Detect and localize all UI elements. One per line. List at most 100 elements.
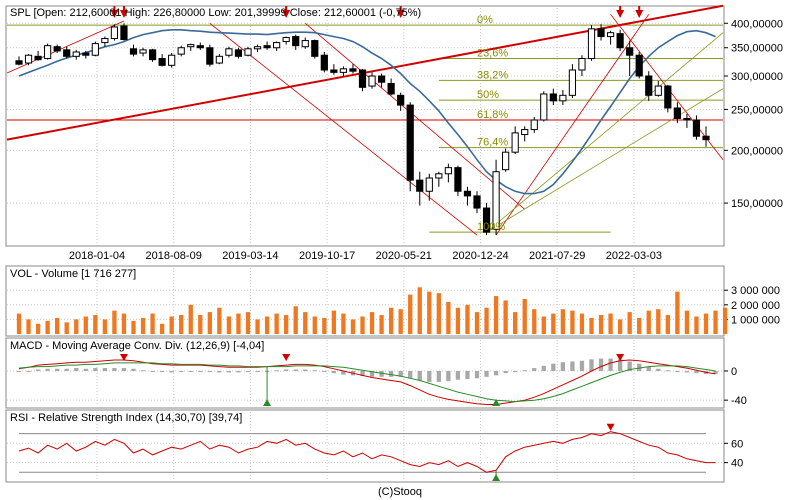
volume-bar bbox=[121, 313, 127, 334]
candle-body bbox=[692, 119, 701, 137]
volume-bar bbox=[140, 317, 146, 334]
volume-bar bbox=[560, 309, 566, 334]
volume-bar bbox=[16, 313, 22, 334]
volume-bar bbox=[637, 317, 642, 334]
macd-histogram-bar bbox=[35, 369, 41, 371]
candle-body bbox=[244, 48, 252, 56]
trend-channel-line bbox=[495, 14, 650, 236]
macd-histogram-bar bbox=[684, 370, 690, 373]
macd-histogram-bar bbox=[503, 370, 508, 374]
fibonacci-level-label: 76,4% bbox=[477, 137, 508, 149]
volume-bar bbox=[474, 312, 480, 334]
candle-body bbox=[492, 171, 500, 230]
volume-bar bbox=[513, 312, 518, 334]
volume-bar bbox=[455, 307, 461, 334]
candle-body bbox=[377, 75, 386, 83]
macd-buy-arrow bbox=[492, 399, 501, 406]
macd-signal-line bbox=[18, 362, 716, 403]
x-tick-label: 2019-03-14 bbox=[222, 250, 278, 262]
candle-body bbox=[444, 167, 452, 175]
candle-body bbox=[645, 75, 653, 96]
candle-body bbox=[34, 55, 42, 61]
candle-body bbox=[129, 48, 138, 55]
macd-histogram-bar bbox=[617, 359, 623, 371]
candle-body bbox=[196, 45, 204, 49]
macd-histogram-bar bbox=[455, 370, 461, 380]
candle-body bbox=[673, 107, 681, 119]
rsi-series bbox=[18, 423, 716, 481]
macd-buy-arrow bbox=[263, 399, 272, 406]
candle-body bbox=[406, 104, 414, 181]
price-y-tick-label: 400,00000 bbox=[731, 18, 783, 30]
candle-body bbox=[53, 46, 61, 52]
candle-body bbox=[330, 69, 338, 73]
volume-bar bbox=[617, 319, 623, 334]
macd-histogram-bar bbox=[427, 370, 432, 382]
macd-histogram-bar bbox=[150, 370, 155, 372]
macd-histogram-bar bbox=[570, 361, 575, 371]
macd-histogram-bar bbox=[102, 368, 108, 371]
volume-bar bbox=[493, 296, 499, 334]
x-tick-label: 2018-01-04 bbox=[69, 250, 125, 262]
macd-title: MACD - Moving Average Conv. Div. (12,26,… bbox=[10, 340, 264, 352]
macd-histogram-bar bbox=[284, 369, 289, 371]
candle-body bbox=[387, 82, 395, 95]
candle-body bbox=[349, 68, 357, 72]
macd-histogram-bar bbox=[45, 368, 50, 371]
fibonacci-level-label: 23,6% bbox=[477, 48, 508, 60]
macd-histogram-bar bbox=[656, 368, 661, 371]
volume-bar bbox=[35, 323, 41, 334]
macd-histogram-bar bbox=[408, 370, 413, 379]
candle-body bbox=[339, 68, 348, 73]
x-tick-label: 2019-10-17 bbox=[299, 250, 355, 262]
volume-bar bbox=[150, 313, 155, 334]
candle-body bbox=[44, 45, 52, 60]
candle-body bbox=[320, 54, 328, 71]
fibonacci-level-label: 0% bbox=[477, 14, 493, 26]
fibonacci-level-label: 38,2% bbox=[477, 69, 508, 81]
macd-histogram-bar bbox=[627, 361, 632, 371]
fibonacci-level-label: 100% bbox=[477, 221, 505, 233]
candle-body bbox=[15, 60, 23, 65]
rsi-y-tick-label: 40 bbox=[731, 458, 743, 470]
candle-body bbox=[482, 207, 491, 233]
macd-histogram-bar bbox=[398, 370, 403, 377]
macd-histogram-bar bbox=[665, 370, 670, 372]
macd-panel bbox=[5, 337, 725, 409]
candle-body bbox=[587, 28, 596, 60]
volume-bar bbox=[102, 319, 108, 334]
macd-histogram-bar bbox=[589, 359, 594, 371]
volume-bar bbox=[255, 319, 260, 334]
volume-bar bbox=[532, 309, 537, 334]
volume-bar bbox=[179, 315, 184, 334]
candle-body bbox=[311, 40, 319, 57]
volume-bar bbox=[713, 310, 718, 334]
volume-bar bbox=[55, 317, 60, 334]
volume-bar bbox=[131, 320, 136, 334]
volume-bar bbox=[341, 313, 346, 334]
volume-bar bbox=[570, 310, 575, 334]
candle-body bbox=[397, 94, 405, 106]
candle-body bbox=[168, 54, 176, 66]
macd-sell-arrow bbox=[282, 354, 291, 361]
candle-body bbox=[635, 54, 643, 77]
macd-y-tick-label: -40 bbox=[731, 395, 747, 407]
macd-histogram-bar bbox=[74, 368, 79, 371]
rsi-y-tick-label: 60 bbox=[731, 438, 743, 450]
volume-y-tick-label: 3 000 000 bbox=[731, 285, 780, 297]
macd-histogram-bar bbox=[541, 365, 546, 371]
candle-body bbox=[358, 69, 367, 88]
macd-histogram-bar bbox=[93, 368, 98, 371]
macd-histogram-bar bbox=[26, 370, 31, 372]
candle-body bbox=[187, 44, 195, 48]
macd-histogram-bar bbox=[694, 370, 699, 374]
volume-bar bbox=[303, 312, 308, 334]
price-y-tick-label: 350,00000 bbox=[731, 43, 783, 55]
candle-body bbox=[521, 129, 529, 136]
macd-histogram-bar bbox=[436, 370, 441, 382]
candle-body bbox=[473, 195, 481, 209]
price-y-tick-label: 300,00000 bbox=[731, 71, 783, 83]
volume-bar bbox=[322, 317, 327, 334]
axis-labels: 2018-01-04 2018-08-09 2019-03-14 2019-10-17… bbox=[69, 14, 783, 470]
